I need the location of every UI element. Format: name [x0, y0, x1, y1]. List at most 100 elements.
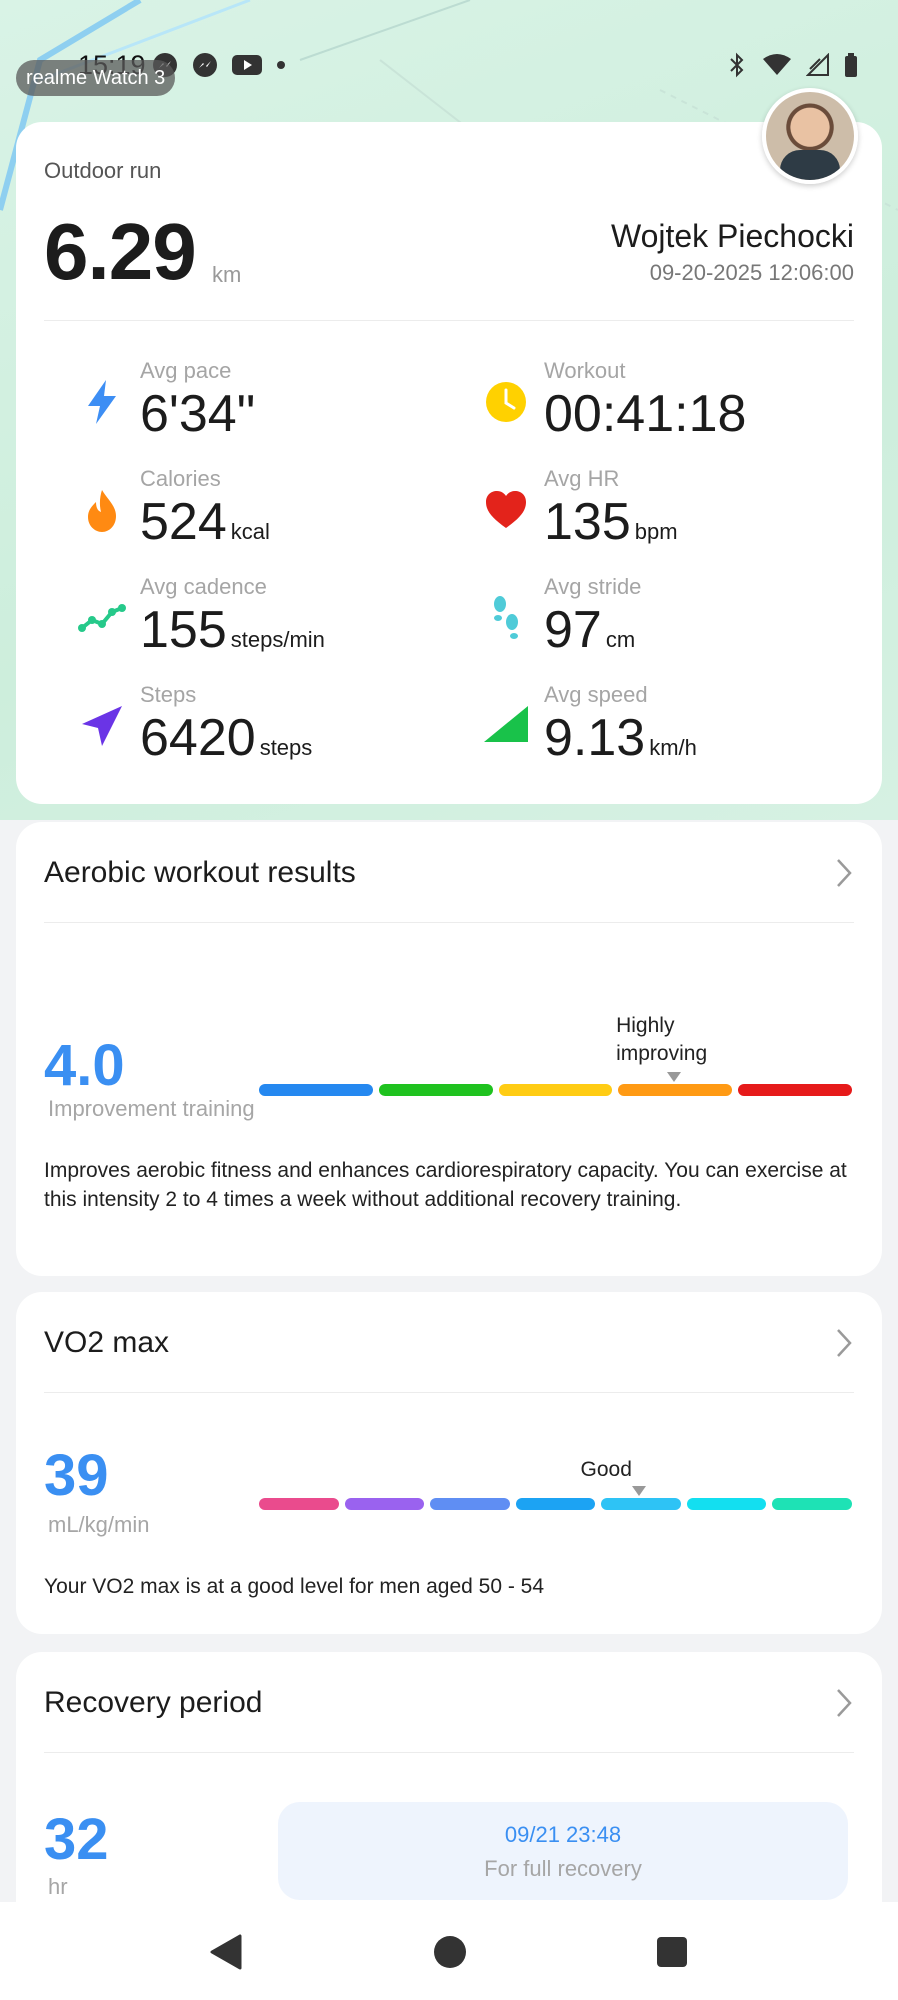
metric-number: 97 — [544, 601, 602, 659]
metric-unit: bpm — [634, 519, 678, 544]
full-recovery-time: 09/21 23:48 — [504, 1822, 622, 1847]
metric-number: 9.13 — [544, 709, 646, 767]
vo2max-scale-bar — [259, 1498, 853, 1510]
metric-number: 6'34" — [140, 385, 256, 443]
divider — [44, 1752, 854, 1753]
vo2max-value: 39 — [44, 1443, 109, 1508]
metric-label: Avg cadence — [140, 574, 267, 599]
vo2max-card[interactable]: VO2 max 39 mL/kg/min Good Your VO2 max i… — [16, 1292, 882, 1634]
vo2max-marker-label: Good — [580, 1458, 632, 1481]
workout-summary-card: Outdoor run 6.29 km Wojtek Piechocki 09-… — [16, 122, 882, 804]
avatar[interactable] — [762, 88, 858, 184]
recovery-hours: 32 — [44, 1807, 109, 1872]
divider — [44, 1392, 854, 1393]
cellular-signal-icon — [806, 53, 829, 76]
metric-number: 524 — [140, 493, 227, 551]
metric-avg-cadence: Avg cadence 155 steps/min — [54, 574, 434, 674]
metric-value: 524 kcal — [140, 492, 270, 552]
messenger-icon — [193, 53, 217, 77]
metric-value: 6'34" — [140, 384, 255, 444]
metric-unit: steps — [259, 735, 313, 760]
aerobic-description: Improves aerobic fitness and enhances ca… — [44, 1159, 847, 1211]
navigation-bar — [0, 1902, 898, 2000]
flame-icon — [88, 490, 116, 532]
metric-number: 155 — [140, 601, 227, 659]
metric-avg-pace: Avg pace 6'34" — [54, 358, 434, 458]
scale-segment — [618, 1084, 733, 1096]
more-notifications-dot-icon — [277, 61, 285, 69]
metric-avg-hr: Avg HR 135 bpm — [458, 466, 838, 566]
distance-value: 6.29 — [44, 207, 197, 296]
divider — [44, 320, 854, 321]
metric-unit: km/h — [649, 735, 697, 760]
aerobic-results-card[interactable]: Aerobic workout results 4.0 Improvement … — [16, 822, 882, 1276]
aerobic-marker — [667, 1072, 682, 1082]
metric-avg-stride: Avg stride 97 cm — [458, 574, 838, 674]
metric-label: Avg stride — [544, 574, 642, 599]
lightning-icon — [88, 380, 116, 424]
aerobic-level: Improvement training — [48, 1096, 255, 1121]
metric-label: Workout — [544, 358, 626, 383]
heart-icon — [486, 491, 526, 528]
metric-calories: Calories 524 kcal — [54, 466, 434, 566]
scale-segment — [601, 1498, 681, 1510]
bluetooth-icon — [730, 52, 744, 78]
metric-value: 155 steps/min — [140, 600, 325, 660]
scale-segment — [378, 1084, 493, 1096]
metric-avg-speed: Avg speed 9.13 km/h — [458, 682, 838, 782]
metric-unit: steps/min — [230, 627, 325, 652]
footprints-icon — [494, 596, 518, 639]
chevron-right-icon[interactable] — [834, 856, 854, 890]
metric-value: 00:41:18 — [544, 384, 746, 444]
metric-steps: Steps 6420 steps — [54, 682, 434, 782]
scale-segment — [259, 1084, 373, 1096]
aerobic-score: 4.0 — [44, 1033, 125, 1098]
vo2max-marker — [631, 1486, 646, 1496]
clock-icon — [486, 382, 526, 422]
watch-device-label: realme Watch 3 — [16, 60, 176, 96]
metric-unit: kcal — [230, 519, 270, 544]
battery-icon — [845, 53, 857, 77]
scale-segment — [430, 1498, 510, 1510]
divider — [44, 922, 854, 923]
vo2max-unit: mL/kg/min — [48, 1512, 150, 1537]
metric-number: 6420 — [140, 709, 256, 767]
youtube-icon — [232, 55, 262, 75]
scale-segment — [738, 1084, 852, 1096]
metric-value: 135 bpm — [544, 492, 678, 552]
metric-number: 135 — [544, 493, 631, 551]
chevron-right-icon[interactable] — [834, 1326, 854, 1360]
metric-label: Steps — [140, 682, 197, 707]
user-name: Wojtek Piechocki — [610, 218, 854, 254]
scale-segment — [344, 1498, 425, 1510]
avatar-shirt — [780, 150, 840, 180]
cadence-icon — [78, 604, 126, 632]
metric-unit: cm — [605, 627, 636, 652]
scale-segment — [498, 1084, 613, 1096]
section-title: Aerobic workout results — [44, 856, 356, 889]
metric-label: Avg speed — [544, 682, 648, 707]
chevron-right-icon[interactable] — [834, 1686, 854, 1720]
metric-label: Avg HR — [544, 466, 620, 491]
recent-apps-icon[interactable] — [652, 1932, 692, 1972]
recovery-unit: hr — [48, 1874, 68, 1899]
navigation-arrow-icon — [82, 706, 122, 746]
section-title: VO2 max — [44, 1326, 170, 1359]
scale-segment — [259, 1498, 339, 1510]
workout-datetime: 09-20-2025 12:06:00 — [649, 260, 854, 285]
metric-value: 97 cm — [544, 600, 635, 660]
vo2max-description: Your VO2 max is at a good level for men … — [44, 1575, 545, 1598]
metric-number: 00:41:18 — [544, 385, 747, 443]
full-recovery-box: 09/21 23:48 For full recovery — [278, 1802, 848, 1900]
distance-unit: km — [212, 262, 242, 287]
scale-segment — [515, 1498, 596, 1510]
back-icon[interactable] — [206, 1932, 246, 1972]
home-icon[interactable] — [430, 1932, 470, 1972]
system-status-icons — [726, 52, 858, 78]
scale-segment — [772, 1498, 853, 1510]
section-title: Recovery period — [44, 1686, 263, 1719]
metric-workout-duration: Workout 00:41:18 — [458, 358, 838, 458]
metric-label: Calories — [140, 466, 221, 491]
aerobic-marker-label: Highly improving — [616, 1014, 708, 1065]
metric-label: Avg pace — [140, 358, 232, 383]
